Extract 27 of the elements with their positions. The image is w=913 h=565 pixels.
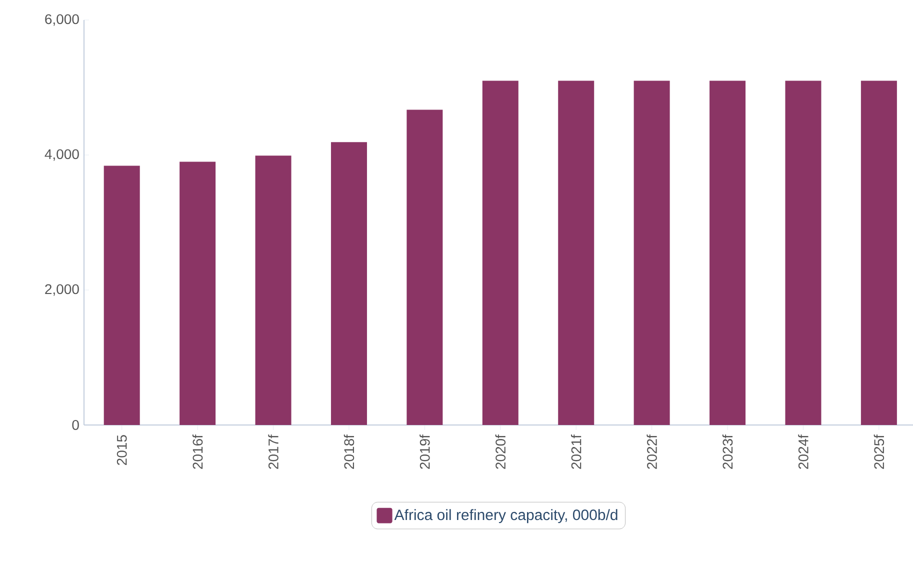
bar	[180, 162, 216, 425]
x-tick-label: 2015	[116, 435, 127, 465]
bar	[104, 166, 140, 425]
y-tick-label: 4,000	[44, 149, 79, 161]
x-tick-label: 2018f	[344, 434, 354, 469]
bar	[406, 110, 443, 425]
bar	[330, 142, 367, 425]
y-tick-label: 6,000	[45, 14, 79, 26]
x-tick-label: 2023f	[722, 434, 733, 469]
legend-label: Africa oil refinery capacity, 000b/d	[394, 509, 618, 524]
x-tick-label: 2020f	[495, 434, 506, 469]
x-tick-label: 2019f	[420, 434, 430, 469]
bar	[785, 80, 822, 425]
bar	[710, 80, 746, 425]
x-tick-label: 2021f	[570, 434, 582, 469]
y-tick-label: 2,000	[45, 284, 79, 296]
bar	[482, 80, 518, 425]
x-tick-label: 2016f	[192, 434, 203, 469]
x-tick-label: 2024f	[798, 434, 808, 469]
x-tick-label: 2017f	[268, 434, 278, 469]
bar	[255, 156, 292, 425]
bar	[558, 80, 594, 425]
bar	[634, 80, 670, 425]
y-tick-label: 0	[72, 420, 79, 430]
x-tick-label: 2022f	[646, 434, 657, 469]
bar	[860, 80, 897, 425]
x-tick-label: 2025f	[874, 434, 884, 469]
